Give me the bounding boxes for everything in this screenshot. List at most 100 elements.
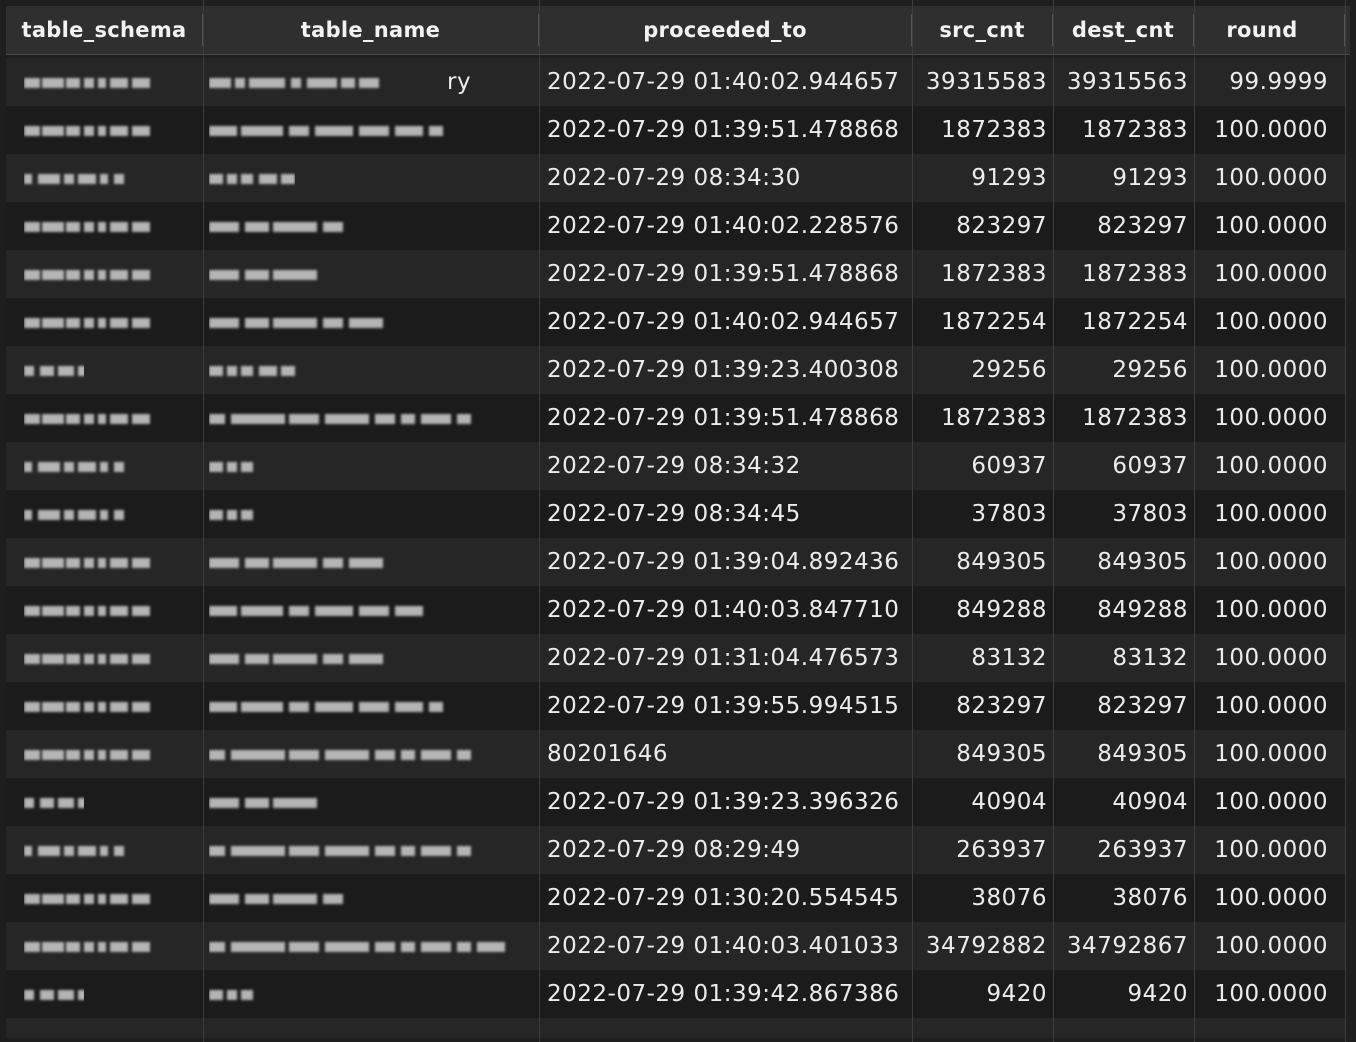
- table-row[interactable]: 2022-07-29 08:34:32 60937 60937 100.0000: [6, 442, 1346, 490]
- cell-proceeded-to[interactable]: 80201646: [547, 741, 669, 767]
- cell-table-schema-redacted[interactable]: [24, 840, 136, 862]
- cell-src-cnt[interactable]: 823297: [956, 213, 1047, 239]
- cell-table-name-redacted[interactable]: [209, 552, 387, 574]
- column-header-table-schema[interactable]: table_schema: [21, 18, 187, 42]
- cell-table-schema-redacted[interactable]: [24, 264, 152, 286]
- cell-src-cnt[interactable]: 29256: [971, 357, 1047, 383]
- cell-proceeded-to[interactable]: 2022-07-29 08:34:45: [547, 501, 801, 527]
- column-divider[interactable]: [911, 14, 912, 46]
- cell-src-cnt[interactable]: 1872254: [941, 309, 1047, 335]
- cell-table-name-redacted[interactable]: [209, 456, 269, 478]
- cell-proceeded-to[interactable]: 2022-07-29 01:39:51.478868: [547, 117, 900, 143]
- cell-src-cnt[interactable]: 9420: [986, 981, 1047, 1007]
- cell-proceeded-to[interactable]: 2022-07-29 01:40:03.847710: [547, 597, 900, 623]
- cell-table-schema-redacted[interactable]: [24, 936, 152, 958]
- cell-table-schema-redacted[interactable]: [24, 408, 152, 430]
- cell-round[interactable]: 100.0000: [1214, 885, 1328, 911]
- cell-src-cnt[interactable]: 83132: [971, 645, 1047, 671]
- cell-round[interactable]: 100.0000: [1214, 261, 1328, 287]
- cell-table-name-redacted[interactable]: [209, 216, 353, 238]
- table-row[interactable]: 2022-07-29 01:39:51.478868 1872383 1872383…: [6, 106, 1346, 154]
- cell-table-schema-redacted[interactable]: [24, 168, 136, 190]
- cell-proceeded-to[interactable]: 2022-07-29 01:39:04.892436: [547, 549, 900, 575]
- cell-table-schema-redacted[interactable]: [24, 744, 152, 766]
- cell-src-cnt[interactable]: 39315583: [925, 69, 1047, 95]
- cell-round[interactable]: 100.0000: [1214, 741, 1328, 767]
- cell-table-name-redacted[interactable]: [209, 840, 479, 862]
- column-divider[interactable]: [538, 14, 539, 46]
- column-header-table-name[interactable]: table_name: [300, 18, 441, 42]
- cell-dest-cnt[interactable]: 823297: [1097, 693, 1188, 719]
- column-header-proceeded-to[interactable]: proceeded_to: [643, 18, 807, 42]
- cell-table-schema-redacted[interactable]: [24, 600, 152, 622]
- cell-table-name-redacted[interactable]: [209, 888, 369, 910]
- cell-table-name-redacted[interactable]: [209, 936, 519, 958]
- table-row[interactable]: 2022-07-29 01:40:03.401033 34792882 347928…: [6, 922, 1346, 970]
- cell-src-cnt[interactable]: 37803: [971, 501, 1047, 527]
- table-row[interactable]: 2022-07-29 01:39:23.396326 40904 40904 100.…: [6, 778, 1346, 826]
- cell-round[interactable]: 100.0000: [1214, 453, 1328, 479]
- cell-table-schema-redacted[interactable]: [24, 696, 152, 718]
- cell-proceeded-to[interactable]: 2022-07-29 01:39:51.478868: [547, 405, 900, 431]
- cell-round[interactable]: 100.0000: [1214, 117, 1328, 143]
- cell-src-cnt[interactable]: 60937: [971, 453, 1047, 479]
- table-row[interactable]: 2022-07-29 01:39:42.867386 9420 9420 100.00…: [6, 970, 1346, 1018]
- table-row[interactable]: 2022-07-29 08:29:49 263937 263937 100.0000: [6, 826, 1346, 874]
- cell-round[interactable]: 100.0000: [1214, 549, 1328, 575]
- cell-proceeded-to[interactable]: 2022-07-29 01:31:04.476573: [547, 645, 900, 671]
- cell-table-name-redacted[interactable]: [209, 744, 501, 766]
- cell-table-schema-redacted[interactable]: [24, 456, 136, 478]
- cell-round[interactable]: 99.9999: [1229, 69, 1328, 95]
- cell-src-cnt[interactable]: 38076: [971, 885, 1047, 911]
- cell-table-schema-redacted[interactable]: [24, 792, 84, 814]
- table-row[interactable]: ry 2022-07-29 01:40:02.944657 39315583 3931…: [6, 58, 1346, 106]
- cell-round[interactable]: 100.0000: [1214, 501, 1328, 527]
- cell-table-name-redacted[interactable]: [209, 408, 485, 430]
- cell-dest-cnt[interactable]: 39315563: [1066, 69, 1188, 95]
- cell-dest-cnt[interactable]: 823297: [1097, 213, 1188, 239]
- cell-proceeded-to[interactable]: 2022-07-29 01:39:55.994515: [547, 693, 900, 719]
- column-divider[interactable]: [1344, 14, 1345, 46]
- cell-src-cnt[interactable]: 40904: [971, 789, 1047, 815]
- cell-dest-cnt[interactable]: 263937: [1097, 837, 1188, 863]
- cell-table-name-redacted[interactable]: [209, 504, 257, 526]
- cell-table-schema-redacted[interactable]: [24, 504, 136, 526]
- table-row[interactable]: 80201646 849305 849305 100.0000: [6, 730, 1346, 778]
- cell-round[interactable]: 100.0000: [1214, 165, 1328, 191]
- cell-src-cnt[interactable]: 849305: [956, 741, 1047, 767]
- cell-round[interactable]: 100.0000: [1214, 789, 1328, 815]
- cell-src-cnt[interactable]: 91293: [971, 165, 1047, 191]
- cell-round[interactable]: 100.0000: [1214, 693, 1328, 719]
- cell-proceeded-to[interactable]: 2022-07-29 01:39:51.478868: [547, 261, 900, 287]
- cell-round[interactable]: 100.0000: [1214, 645, 1328, 671]
- cell-src-cnt[interactable]: 849288: [956, 597, 1047, 623]
- cell-round[interactable]: 100.0000: [1214, 309, 1328, 335]
- cell-src-cnt[interactable]: 1872383: [941, 405, 1047, 431]
- cell-proceeded-to[interactable]: 2022-07-29 01:40:02.944657: [547, 309, 900, 335]
- table-row[interactable]: 2022-07-29 01:40:02.944657 1872254 1872254…: [6, 298, 1346, 346]
- table-row[interactable]: 2022-07-29 01:31:04.476573 83132 83132 100.…: [6, 634, 1346, 682]
- cell-table-name-redacted[interactable]: [209, 120, 449, 142]
- cell-proceeded-to[interactable]: 2022-07-29 01:40:02.944657: [547, 69, 900, 95]
- cell-table-schema-redacted[interactable]: [24, 552, 152, 574]
- cell-dest-cnt[interactable]: 29256: [1112, 357, 1188, 383]
- cell-proceeded-to[interactable]: 2022-07-29 01:40:03.401033: [547, 933, 900, 959]
- cell-table-schema-redacted[interactable]: [24, 216, 152, 238]
- cell-proceeded-to[interactable]: 2022-07-29 01:39:42.867386: [547, 981, 900, 1007]
- cell-round[interactable]: 100.0000: [1214, 933, 1328, 959]
- cell-src-cnt[interactable]: 823297: [956, 693, 1047, 719]
- table-row[interactable]: 2022-07-29 01:40:03.847710 849288 849288 10…: [6, 586, 1346, 634]
- cell-dest-cnt[interactable]: 849288: [1097, 597, 1188, 623]
- cell-dest-cnt[interactable]: 83132: [1112, 645, 1188, 671]
- cell-table-name-redacted[interactable]: [209, 648, 389, 670]
- cell-table-name-redacted[interactable]: [209, 600, 441, 622]
- cell-dest-cnt[interactable]: 38076: [1112, 885, 1188, 911]
- table-row[interactable]: 2022-07-29 01:30:20.554545 38076 38076 100.…: [6, 874, 1346, 922]
- cell-table-name-redacted[interactable]: [209, 696, 465, 718]
- cell-dest-cnt[interactable]: 34792867: [1066, 933, 1188, 959]
- cell-table-schema-redacted[interactable]: [24, 648, 152, 670]
- column-divider[interactable]: [202, 14, 203, 46]
- cell-table-name-redacted[interactable]: [209, 792, 321, 814]
- cell-table-name-redacted[interactable]: [209, 984, 273, 1006]
- table-row[interactable]: 2022-07-29 01:40:02.228576 823297 823297 10…: [6, 202, 1346, 250]
